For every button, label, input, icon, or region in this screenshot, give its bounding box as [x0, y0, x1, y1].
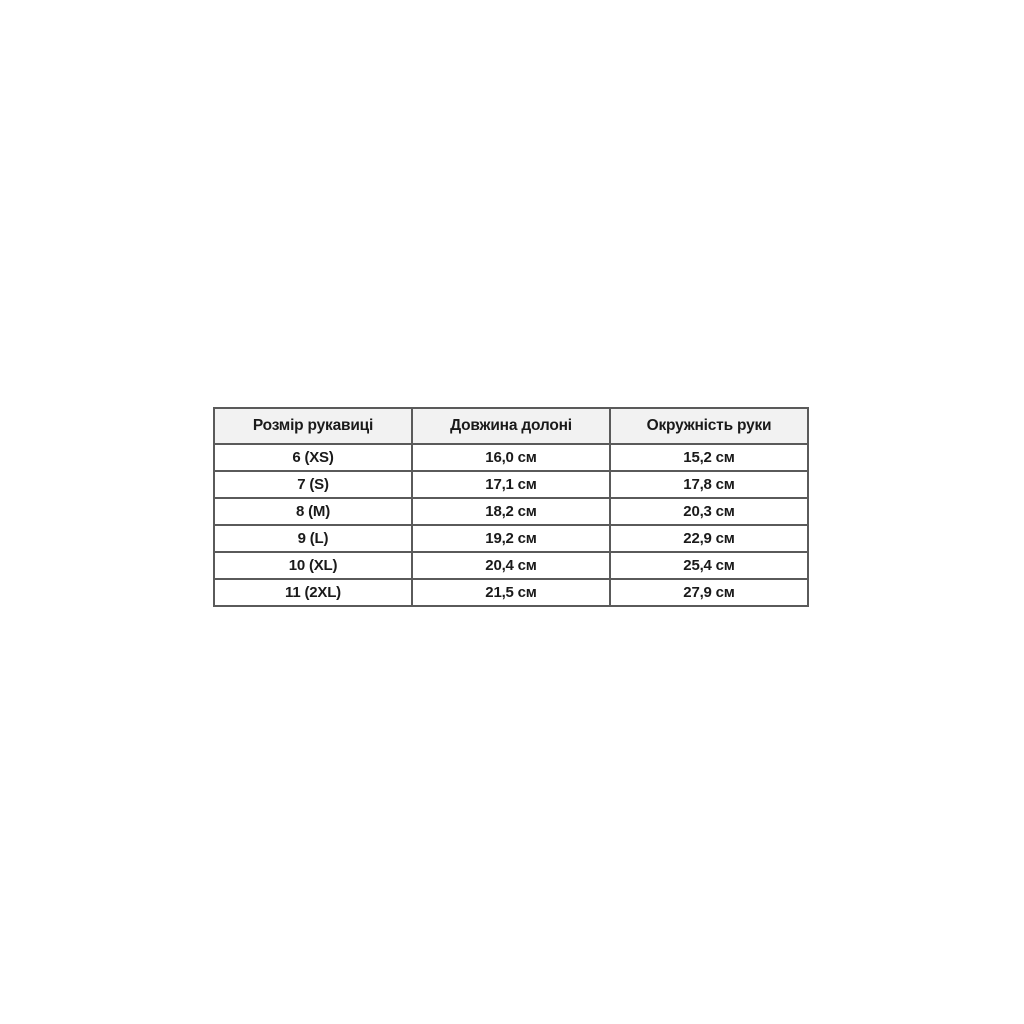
column-header-glove-size: Розмір рукавиці	[213, 407, 413, 445]
table-row: 10 (XL) 20,4 см 25,4 см	[213, 551, 809, 580]
circumference-cell: 20,3 см	[609, 497, 809, 526]
table-header-row: Розмір рукавиці Довжина долоні Окружніст…	[213, 407, 809, 445]
palm-length-cell: 19,2 см	[411, 524, 611, 553]
table-row: 7 (S) 17,1 см 17,8 см	[213, 470, 809, 499]
size-cell: 8 (M)	[213, 497, 413, 526]
circumference-cell: 25,4 см	[609, 551, 809, 580]
size-cell: 6 (XS)	[213, 443, 413, 472]
table-row: 8 (M) 18,2 см 20,3 см	[213, 497, 809, 526]
size-cell: 10 (XL)	[213, 551, 413, 580]
size-cell: 11 (2XL)	[213, 578, 413, 607]
column-header-hand-circumference: Окружність руки	[609, 407, 809, 445]
table-row: 11 (2XL) 21,5 см 27,9 см	[213, 578, 809, 607]
size-cell: 9 (L)	[213, 524, 413, 553]
palm-length-cell: 20,4 см	[411, 551, 611, 580]
palm-length-cell: 21,5 см	[411, 578, 611, 607]
circumference-cell: 27,9 см	[609, 578, 809, 607]
glove-size-table: Розмір рукавиці Довжина долоні Окружніст…	[213, 407, 809, 607]
table-row: 6 (XS) 16,0 см 15,2 см	[213, 443, 809, 472]
circumference-cell: 15,2 см	[609, 443, 809, 472]
circumference-cell: 22,9 см	[609, 524, 809, 553]
palm-length-cell: 17,1 см	[411, 470, 611, 499]
palm-length-cell: 18,2 см	[411, 497, 611, 526]
size-cell: 7 (S)	[213, 470, 413, 499]
circumference-cell: 17,8 см	[609, 470, 809, 499]
palm-length-cell: 16,0 см	[411, 443, 611, 472]
column-header-palm-length: Довжина долоні	[411, 407, 611, 445]
table-row: 9 (L) 19,2 см 22,9 см	[213, 524, 809, 553]
